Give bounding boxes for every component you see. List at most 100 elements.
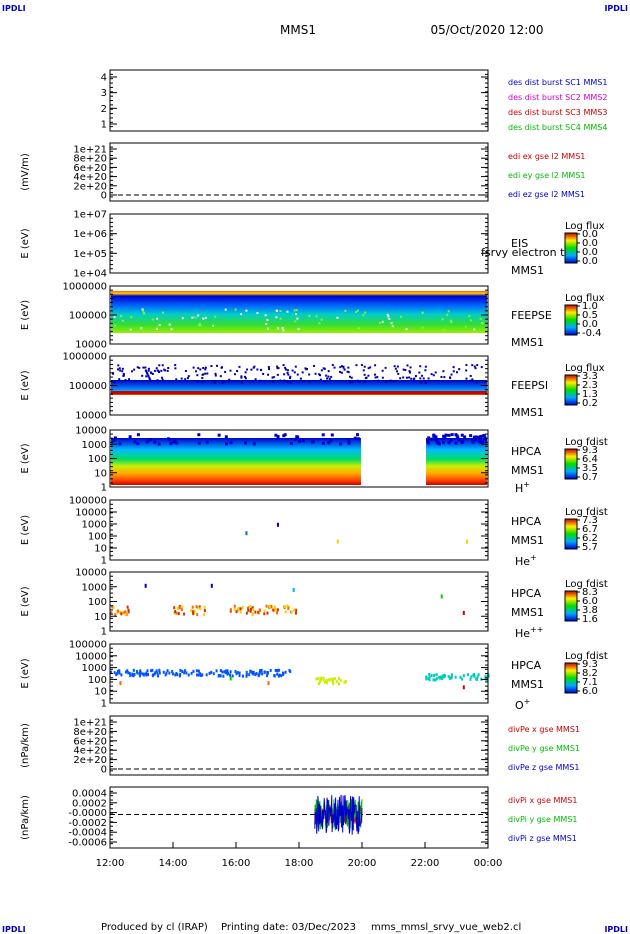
feepsi-pixel: [174, 364, 177, 367]
feepsi-pixel: [286, 369, 289, 372]
y-tick-label: 0: [101, 191, 107, 202]
feepsi-pixel: [305, 368, 308, 371]
hpca-h-pixel: [295, 435, 299, 439]
feepsi-pixel: [155, 367, 158, 370]
hpca-o-pixel: [235, 672, 238, 676]
feepse-pixel: [379, 322, 382, 325]
y-tick-label: 1000: [82, 582, 107, 593]
feepse-pixel: [275, 309, 278, 312]
feepsi-pixel: [393, 365, 396, 368]
hpca-he2-pixel: [276, 608, 279, 612]
hpca-o-pixel: [223, 670, 226, 674]
hpca-o-pixel: [257, 674, 260, 678]
hpca-h-pixel: [225, 442, 229, 446]
hpca-o-pixel: [164, 673, 167, 677]
hpca-o-pixel: [252, 672, 255, 676]
hpca-o-pixel: [229, 670, 232, 674]
side-label: MMS1: [511, 534, 544, 547]
hpca-o-pixel: [318, 682, 321, 686]
hpca-he2-pixel: [239, 610, 242, 614]
feepsi-pixel: [241, 381, 244, 384]
y-tick-label: 1e+04: [73, 269, 107, 280]
hpca-o-pixel: [184, 669, 187, 673]
hpca-o-pixel: [339, 678, 342, 682]
hpca-o-pixel: [224, 671, 227, 675]
hpca-o-pixel: [197, 669, 200, 673]
hpca-o-pixel: [171, 672, 174, 676]
x-tick-label: 14:00: [159, 858, 188, 869]
feepsi-pixel: [340, 365, 343, 368]
hpca-o-pixel: [155, 669, 158, 673]
hpca-o-pixel: [472, 673, 475, 677]
feepsi-pixel: [238, 365, 241, 368]
feepsi-pixel: [308, 380, 311, 383]
side-labels-eis: EIS MMS1 fsrvy electron to: [481, 237, 571, 277]
feepsi-pixel: [288, 377, 291, 380]
feepsi-pixel: [351, 380, 354, 383]
feepsi-pixel: [389, 379, 392, 382]
hpca-he2-pixel: [120, 612, 123, 616]
feepsi-pixel: [348, 375, 351, 378]
panel-content-hpca_he2: [110, 583, 465, 617]
hpca-h-pixel: [442, 434, 446, 438]
hpca-o-pixel: [179, 668, 182, 672]
legend-entry: divPe x gse MMS1: [508, 725, 580, 734]
panel-frame: [109, 786, 489, 849]
hpca-o-pixel: [462, 674, 465, 678]
hpca-h-pixel: [175, 441, 179, 445]
hpca-o-pixel: [139, 669, 142, 673]
y-tick-label: -0.0000: [68, 808, 107, 819]
hpca-o-pixel: [158, 671, 161, 675]
y-tick-label: 2e+20: [73, 181, 107, 192]
y-axis-label: E (eV): [20, 586, 31, 616]
feepsi-pixel: [147, 369, 150, 372]
y-tick-label: 1e+07: [73, 210, 107, 221]
side-labels-hpca_he1: HPCA MMS1 He+: [511, 515, 544, 568]
hpca-h-pixel: [437, 442, 441, 446]
hpca-h-pixel: [432, 434, 436, 438]
hpca-o-pixel: [267, 671, 270, 675]
hpca-o-pixel: [333, 677, 336, 681]
y-tick-label: 10: [94, 468, 107, 479]
feepsi-pixel: [359, 380, 362, 383]
hpca-he2-pixel: [173, 606, 176, 610]
feepse-pixel: [214, 315, 217, 318]
feepsi-pixel: [277, 367, 280, 370]
hpca-o-pixel: [435, 673, 438, 677]
hpca-o-pixel: [266, 674, 269, 678]
feepsi-pixel: [374, 376, 377, 379]
panel-content-divpi: [110, 794, 488, 835]
feepse-pixel: [355, 310, 358, 313]
colorbar-tick-label: 6.4: [582, 454, 598, 465]
feepsi-pixel: [424, 381, 427, 384]
y-tick-label: 10000: [75, 568, 107, 579]
feepsi-pixel: [117, 368, 120, 371]
y-tick-label: 10: [94, 544, 107, 555]
feepsi-pixel: [362, 369, 365, 372]
hpca-he2-pixel: [266, 611, 269, 615]
feepsi-pixel: [409, 366, 412, 369]
legend-des_burst: des dist burst SC1 MMS1 des dist burst SC…: [508, 78, 607, 132]
hpca-o-pixel: [467, 673, 470, 677]
hpca-he2-pixel: [178, 606, 181, 610]
feepsi-pixel: [367, 367, 370, 370]
feepsi-pixel: [117, 364, 120, 367]
feepse-pixel: [143, 312, 146, 315]
hpca-he2-pixel: [295, 608, 298, 612]
hpca-h-pixel: [427, 436, 431, 440]
feepsi-pixel: [252, 380, 255, 383]
feepsi-pixel: [349, 381, 352, 384]
hpca-h-pixel: [145, 440, 149, 444]
legend-entry: divPi z gse MMS1: [508, 834, 577, 843]
feepsi-pixel: [392, 380, 395, 383]
feepsi-pixel: [204, 366, 207, 369]
feepse-pixel: [464, 325, 467, 328]
colorbar-tick-label: 0.0: [582, 319, 598, 330]
hpca-he2-pixel: [265, 604, 268, 608]
hpca-o-pixel: [226, 669, 229, 673]
hpca-o-pixel: [470, 675, 473, 679]
hpca-h-pixel: [478, 435, 482, 439]
legend-entry: edi ez gse l2 MMS1: [508, 190, 585, 199]
y-tick-label: 6e+20: [73, 163, 107, 174]
